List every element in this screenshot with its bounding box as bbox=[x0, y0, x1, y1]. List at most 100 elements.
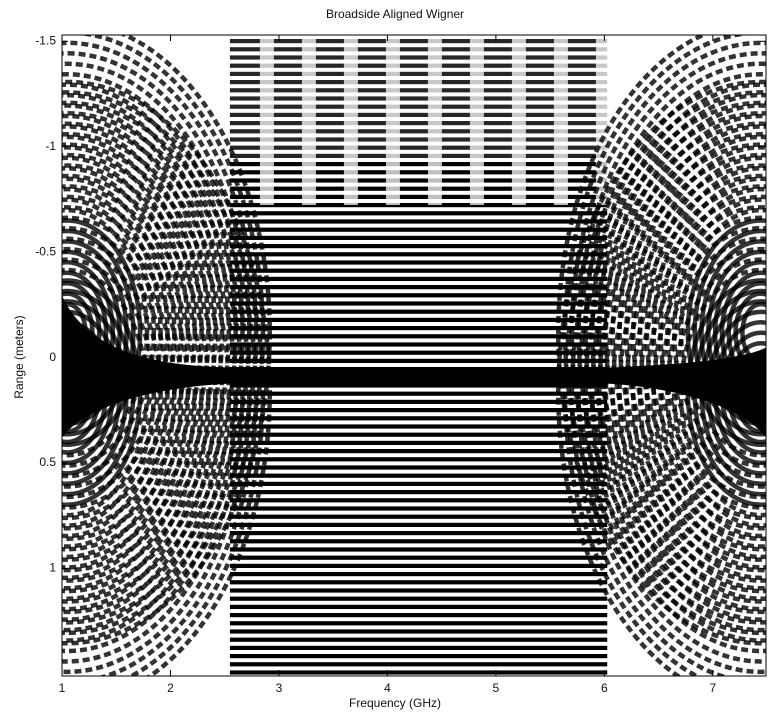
streak bbox=[512, 35, 526, 205]
stripe bbox=[230, 408, 607, 412]
stripe bbox=[230, 662, 607, 666]
streak bbox=[260, 35, 274, 205]
stripe bbox=[230, 96, 607, 100]
stripe bbox=[230, 531, 607, 535]
stripe bbox=[230, 556, 607, 560]
y-tick-label: 0.5 bbox=[39, 455, 56, 469]
stripe bbox=[230, 113, 607, 117]
y-tick-label: 0 bbox=[49, 350, 56, 364]
stripe bbox=[230, 457, 607, 461]
stripe bbox=[230, 211, 607, 215]
stripe bbox=[230, 506, 607, 510]
stripe bbox=[230, 219, 607, 223]
streak bbox=[344, 35, 358, 205]
stripe bbox=[230, 646, 607, 650]
stripe bbox=[230, 498, 607, 502]
stripe bbox=[230, 146, 607, 150]
stripe bbox=[230, 351, 607, 355]
stripe bbox=[230, 228, 607, 232]
stripe bbox=[230, 474, 607, 478]
stripe bbox=[230, 392, 607, 396]
stripe bbox=[230, 252, 607, 256]
stripe bbox=[230, 187, 607, 191]
stripe bbox=[230, 465, 607, 469]
stripe bbox=[230, 523, 607, 527]
streak bbox=[470, 35, 484, 205]
x-axis-label: Frequency (GHz) bbox=[349, 696, 441, 710]
streak bbox=[428, 35, 442, 205]
stripe bbox=[230, 400, 607, 404]
stripe bbox=[230, 244, 607, 248]
stripe bbox=[230, 310, 607, 314]
stripe bbox=[230, 638, 607, 642]
stripe bbox=[230, 597, 607, 601]
chart-title: Broadside Aligned Wigner bbox=[326, 7, 464, 21]
x-tick-label: 3 bbox=[276, 681, 283, 695]
stripe bbox=[230, 605, 607, 609]
stripe bbox=[230, 269, 607, 273]
stripe bbox=[230, 449, 607, 453]
stripe bbox=[230, 162, 607, 166]
stripe bbox=[230, 170, 607, 174]
stripe bbox=[230, 515, 607, 519]
stripe bbox=[230, 326, 607, 330]
stripe bbox=[230, 285, 607, 289]
x-tick-label: 2 bbox=[167, 681, 174, 695]
x-tick-label: 6 bbox=[601, 681, 608, 695]
stripe bbox=[230, 433, 607, 437]
stripe bbox=[230, 318, 607, 322]
stripe bbox=[230, 580, 607, 584]
stripe bbox=[230, 301, 607, 305]
stripe bbox=[230, 88, 607, 92]
stripe bbox=[230, 383, 607, 387]
stripe bbox=[230, 260, 607, 264]
stripe bbox=[230, 236, 607, 240]
y-tick-label: -1.5 bbox=[35, 33, 56, 47]
stripe bbox=[230, 482, 607, 486]
x-tick-label: 4 bbox=[384, 681, 391, 695]
stripe bbox=[230, 129, 607, 133]
stripe bbox=[230, 629, 607, 633]
stripe bbox=[230, 64, 607, 68]
chart: Broadside Aligned Wigner Frequency (GHz)… bbox=[0, 0, 770, 713]
stripe bbox=[230, 80, 607, 84]
stripe bbox=[230, 195, 607, 199]
streak bbox=[386, 35, 400, 205]
stripe bbox=[230, 154, 607, 158]
stripe bbox=[230, 416, 607, 420]
x-tick-label: 1 bbox=[59, 681, 66, 695]
streak bbox=[302, 35, 316, 205]
stripe bbox=[230, 359, 607, 363]
streak bbox=[554, 35, 568, 205]
stripe bbox=[230, 342, 607, 346]
stripe bbox=[230, 293, 607, 297]
stripe bbox=[230, 441, 607, 445]
stripe bbox=[230, 547, 607, 551]
x-tick-label: 5 bbox=[493, 681, 500, 695]
x-tick-label: 7 bbox=[710, 681, 717, 695]
stripe bbox=[230, 588, 607, 592]
stripe bbox=[230, 621, 607, 625]
stripe bbox=[230, 121, 607, 125]
stripe bbox=[230, 490, 607, 494]
stripe bbox=[230, 178, 607, 182]
streak bbox=[596, 35, 610, 205]
stripe bbox=[230, 55, 607, 59]
stripe bbox=[230, 613, 607, 617]
stripe bbox=[230, 564, 607, 568]
stripe bbox=[230, 277, 607, 281]
y-tick-label: 1 bbox=[49, 561, 56, 575]
stripe bbox=[230, 39, 607, 43]
stripe bbox=[230, 105, 607, 109]
y-tick-label: -0.5 bbox=[35, 244, 56, 258]
stripe bbox=[230, 572, 607, 576]
stripe bbox=[230, 539, 607, 543]
wigner-image bbox=[0, 22, 770, 703]
stripe bbox=[230, 654, 607, 658]
stripe bbox=[230, 72, 607, 76]
stripe bbox=[230, 47, 607, 51]
y-tick-label: -1 bbox=[45, 139, 56, 153]
page: Broadside Aligned Wigner Frequency (GHz)… bbox=[0, 0, 770, 713]
stripe bbox=[230, 334, 607, 338]
stripe bbox=[230, 670, 607, 674]
